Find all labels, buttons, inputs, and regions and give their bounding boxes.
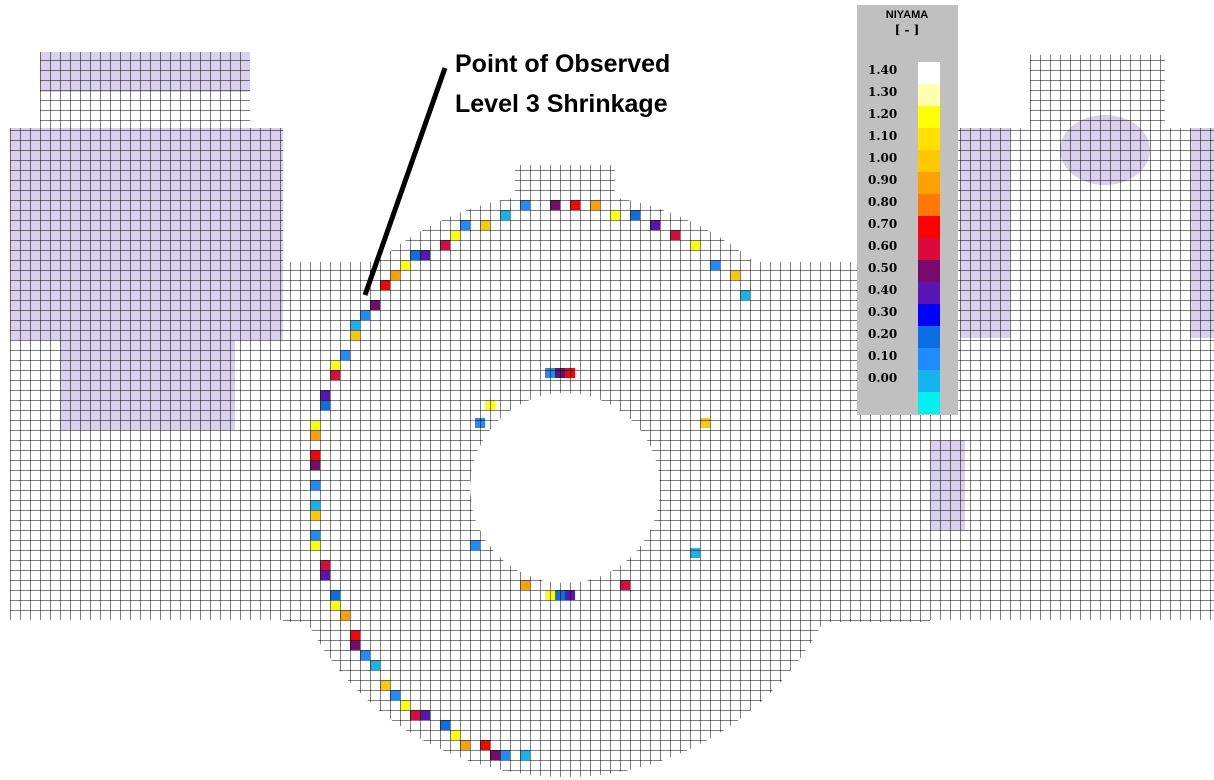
legend-unit: [ - ] (895, 23, 920, 37)
legend-swatch (918, 194, 940, 216)
legend-title: NIYAMA (886, 9, 928, 21)
legend-swatch (918, 128, 940, 150)
legend-label: 0.30 (868, 305, 897, 319)
legend-label: 0.90 (868, 173, 897, 187)
legend-label: 1.20 (868, 107, 897, 121)
annotation-text: Point of Observed (455, 50, 670, 78)
legend-swatch (918, 150, 940, 172)
legend-label: 0.00 (868, 371, 897, 385)
annotation-text: Level 3 Shrinkage (455, 90, 668, 118)
ring-hole (470, 393, 660, 583)
legend-label: 0.20 (868, 327, 897, 341)
legend-label: 0.10 (868, 349, 897, 363)
legend-label: 0.40 (868, 283, 897, 297)
legend-swatch (918, 172, 940, 194)
legend-swatch (918, 392, 940, 414)
legend-swatch (918, 370, 940, 392)
legend-swatch (918, 106, 940, 128)
legend-swatch (918, 348, 940, 370)
legend-swatch (918, 62, 940, 84)
legend-swatch (918, 326, 940, 348)
legend-label: 1.40 (868, 63, 897, 77)
legend-swatch (918, 304, 940, 326)
legend-swatch (918, 238, 940, 260)
legend-label: 1.00 (868, 151, 897, 165)
legend: NIYAMA [ - ] 1.40 1.30 1.20 1.10 1.00 0.90 0.8… (857, 5, 958, 415)
legend-label: 1.10 (868, 129, 897, 143)
legend-label: 0.70 (868, 217, 897, 231)
legend-label: 0.80 (868, 195, 897, 209)
legend-swatch (918, 282, 940, 304)
legend-label: 0.50 (868, 261, 897, 275)
legend-swatch (918, 216, 940, 238)
simulation-view: Point of Observed Level 3 Shrinkage NIYA… (0, 0, 1214, 780)
legend-swatch (918, 260, 940, 282)
legend-label: 1.30 (868, 85, 897, 99)
legend-label: 0.60 (868, 239, 897, 253)
legend-swatch (918, 84, 940, 106)
